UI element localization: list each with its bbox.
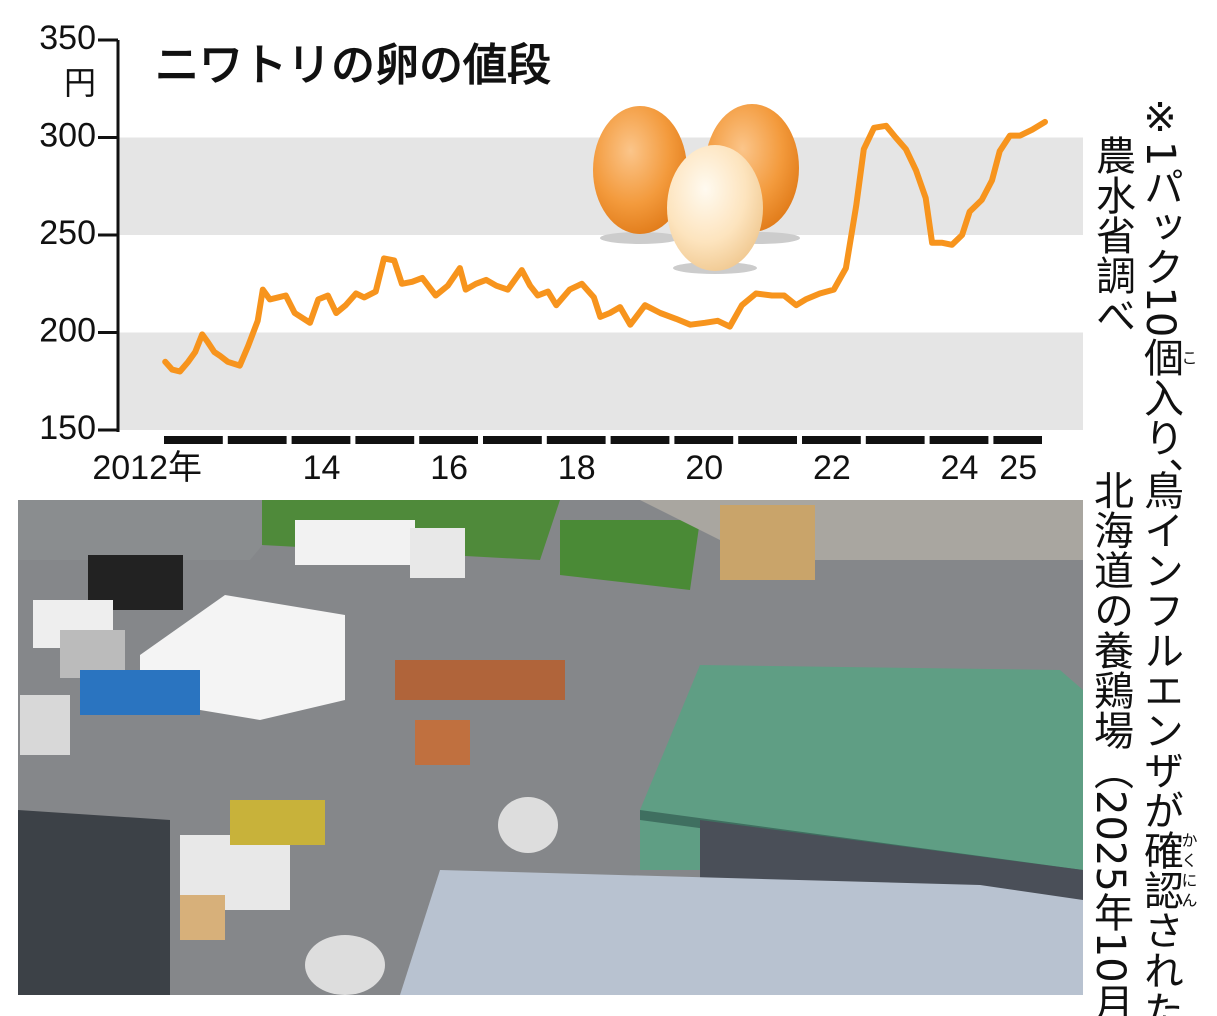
x-tick-label: 24 <box>941 449 979 487</box>
ruby: こ <box>1178 337 1198 378</box>
photo <box>18 500 1083 995</box>
text: 鳥インフルエンザが <box>1137 470 1183 830</box>
caption-line2: 北海道の養鶏場（2025年10月） <box>1087 470 1133 1016</box>
text: 入り、 <box>1137 377 1183 498</box>
caption-line1: 鳥インフルエンザが確認かくにんされた <box>1137 470 1198 1016</box>
text: された <box>1137 910 1183 1016</box>
y-tick-label: 350 <box>39 19 96 57</box>
note-line1: ※1パック10個こ入り、 <box>1137 95 1198 498</box>
x-tick-label: 18 <box>558 449 596 487</box>
ruby-base: 個こ <box>1137 337 1198 378</box>
y-tick-label: 300 <box>39 116 96 154</box>
x-tick-label: 14 <box>303 449 341 487</box>
x-tick-label: 22 <box>813 449 851 487</box>
grid-band <box>118 332 1083 430</box>
y-unit: 円 <box>64 64 96 102</box>
y-tick-label: 250 <box>39 214 96 252</box>
eggs <box>593 104 800 274</box>
y-tick-label: 200 <box>39 311 96 349</box>
text: 確認 <box>1137 830 1183 910</box>
x-tick-label: 16 <box>430 449 468 487</box>
ruby-base: 確認かくにん <box>1137 830 1198 910</box>
text: 個 <box>1137 337 1183 378</box>
note-line2: 農水省調べ <box>1089 135 1135 335</box>
ruby: かくにん <box>1178 830 1198 910</box>
y-tick-label: 150 <box>39 409 96 447</box>
x-tick-label: 2012年 <box>92 449 202 487</box>
chart-title: ニワトリの卵の値段 <box>155 40 551 91</box>
price-line <box>162 118 1048 375</box>
text: ※1パック10 <box>1137 95 1183 338</box>
x-tick-label: 25 <box>999 449 1037 487</box>
x-tick-label: 20 <box>685 449 723 487</box>
